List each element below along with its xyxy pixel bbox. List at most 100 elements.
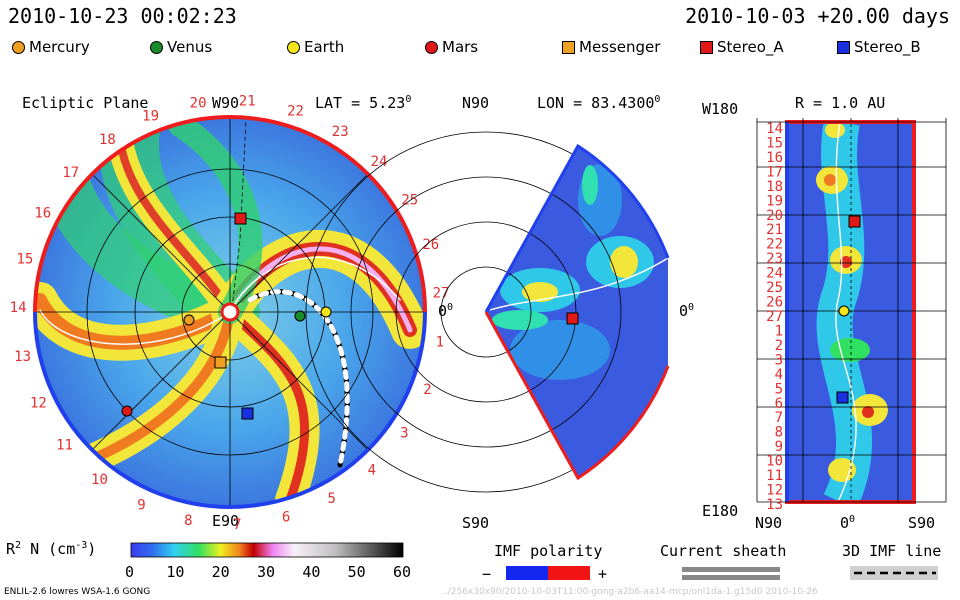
ecliptic-title: Ecliptic Plane [22, 94, 149, 112]
radial-day-label: 11 [766, 468, 783, 484]
radial-day-label: 20 [766, 208, 783, 224]
radial-day-label: 7 [775, 410, 783, 426]
rim-day-label: 11 [56, 438, 73, 454]
imf-plus-label: + [598, 565, 608, 583]
radial-day-label: 13 [766, 497, 783, 513]
stereo-a-marker-icon [700, 41, 713, 54]
rim-day-label: 9 [137, 498, 145, 514]
radial-day-label: 3 [775, 352, 783, 368]
rim-day-label: 21 [239, 94, 256, 110]
rim-day-label: 14 [10, 300, 27, 316]
ecliptic-top-label: W90 [212, 94, 240, 112]
radial-day-label: 5 [775, 381, 783, 397]
timestamp: 2010-10-23 00:02:23 [8, 4, 237, 28]
rim-day-label: 5 [327, 491, 335, 507]
radial-top-left-label: W180 [702, 100, 739, 118]
radial-x-right-label: S90 [908, 514, 936, 532]
rim-day-label: 6 [282, 510, 290, 526]
mars-marker [121, 405, 133, 417]
rim-day-label: 16 [34, 206, 51, 222]
meridional-top-label: N90 [462, 94, 490, 112]
radial-day-label: 8 [775, 425, 783, 441]
model-run-label: 2010-10-03 +20.00 days [685, 4, 950, 28]
rim-day-label: 15 [16, 251, 33, 267]
rim-day-label: 22 [287, 103, 304, 119]
colorbar-tick-label: 50 [347, 563, 366, 581]
venus-marker-icon [150, 41, 163, 54]
mercury-marker-icon [12, 41, 25, 54]
rim-day-label: 27 [433, 285, 450, 301]
rim-day-label: 19 [142, 108, 159, 124]
earth-marker-icon [287, 41, 300, 54]
imf-polarity-positive [548, 566, 590, 580]
mercury-marker [183, 314, 195, 326]
legend-mars: Mars [425, 38, 478, 56]
radial-day-label: 27 [766, 309, 783, 325]
colorbar-tick-label: 30 [257, 563, 276, 581]
legend-venus: Venus [150, 38, 212, 56]
current-sheath-swatch [682, 567, 780, 572]
rim-day-label: 20 [190, 95, 207, 111]
rim-day-label: 17 [62, 165, 79, 181]
ecliptic-right-label: 00 [438, 302, 454, 320]
radial-day-label: 14 [766, 121, 783, 137]
meridional-plane-panel [305, 131, 670, 493]
radial-day-label: 18 [766, 179, 783, 195]
rim-day-label: 4 [368, 463, 376, 479]
stereo-a-marker [234, 212, 247, 225]
rim-day-label: 26 [422, 237, 439, 253]
radial-day-label: 17 [766, 164, 783, 180]
radial-day-label: 6 [775, 396, 783, 412]
colorbar-tick-label: 20 [211, 563, 230, 581]
colorbar-tick-label: 60 [393, 563, 412, 581]
rim-day-label: 10 [91, 472, 108, 488]
radial-strip-panel [756, 118, 947, 504]
meridional-right-label: 00 [679, 302, 695, 320]
radial-day-label: 21 [766, 222, 783, 238]
density-colorbar [130, 542, 404, 558]
radial-day-label: 16 [766, 150, 783, 166]
rim-day-label: 18 [99, 132, 116, 148]
ecliptic-plane-panel [33, 115, 427, 509]
messenger-marker-icon [562, 41, 575, 54]
run-path-footer: ../256x30x90/2010-10-03T11:00-gong-a2b6-… [442, 587, 818, 597]
rim-day-label: 8 [184, 513, 192, 529]
meridional-stereo-a-marker [566, 312, 579, 325]
current-sheath-title: Current sheath [660, 542, 787, 560]
radial-day-label: 26 [766, 295, 783, 311]
rim-day-label: 12 [30, 396, 47, 412]
messenger-marker [214, 356, 227, 369]
radial-bottom-left-label: E180 [702, 502, 739, 520]
rim-day-label: 23 [332, 124, 349, 140]
model-footer: ENLIL-2.6 lowres WSA-1.6 GONG [4, 587, 151, 597]
radial-day-label: 10 [766, 454, 783, 470]
radial-x-left-label: N90 [755, 514, 783, 532]
radial-day-label: 15 [766, 136, 783, 152]
radial-day-label: 19 [766, 193, 783, 209]
radial-title: R = 1.0 AU [795, 94, 886, 112]
colorbar-label: R2 N (cm-3) [6, 540, 97, 558]
radial-day-label: 9 [775, 439, 783, 455]
radial-day-label: 24 [766, 266, 783, 282]
radial-stereo-a-marker [848, 215, 861, 228]
radial-earth-marker [838, 305, 850, 317]
radial-x-mid-label: 00 [840, 514, 856, 532]
rim-day-label: 24 [371, 154, 388, 170]
mars-marker-icon [425, 41, 438, 54]
rim-day-label: 7 [233, 517, 241, 533]
rim-day-label: 3 [400, 426, 408, 442]
radial-stereo-b-marker [836, 391, 849, 404]
radial-day-label: 23 [766, 251, 783, 267]
legend-stereo-b: Stereo_B [837, 38, 921, 56]
stereo-b-marker [241, 407, 254, 420]
legend-stereo-a: Stereo_A [700, 38, 784, 56]
latitude-label: LAT = 5.230 [315, 94, 412, 112]
ecliptic-bottom-label: E90 [212, 512, 240, 530]
imf-polarity-negative [506, 566, 548, 580]
colorbar-tick-label: 40 [302, 563, 321, 581]
imf-line-title: 3D IMF line [842, 542, 942, 560]
stereo-b-marker-icon [837, 41, 850, 54]
imf-polarity-title: IMF polarity [494, 542, 603, 560]
